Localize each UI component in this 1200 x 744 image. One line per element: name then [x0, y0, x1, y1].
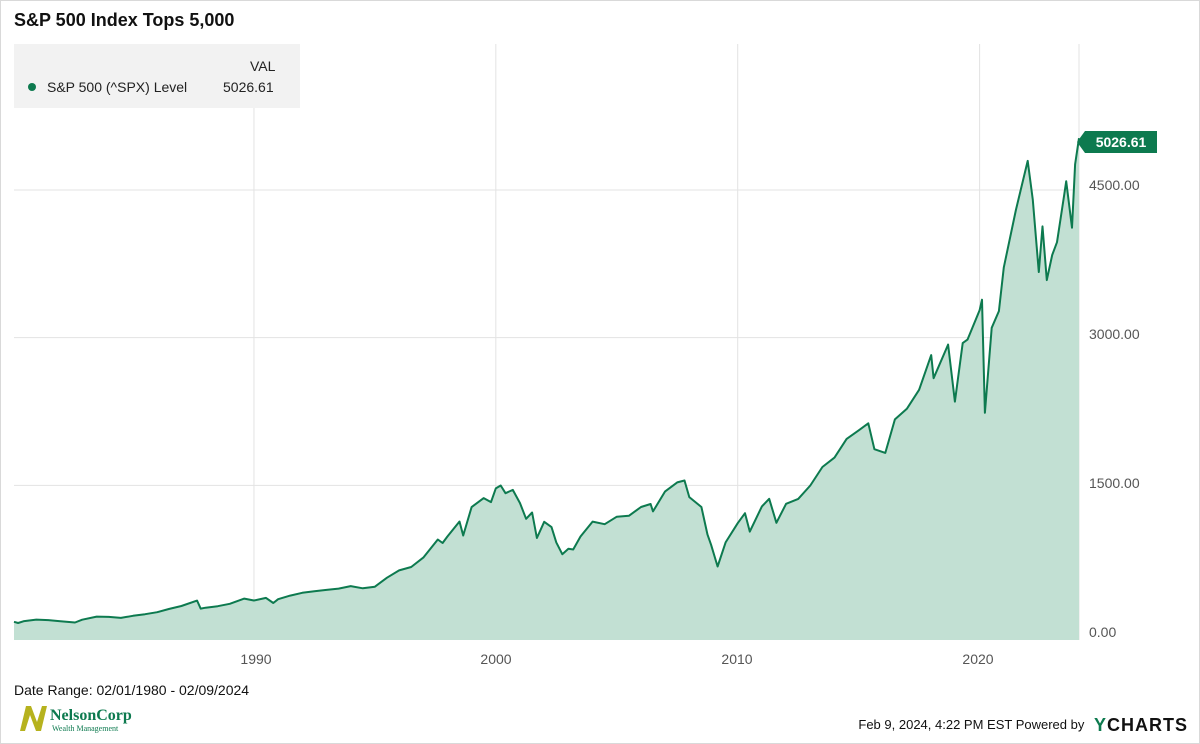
- ycharts-logo[interactable]: YCHARTS: [1093, 715, 1188, 735]
- y-tick-label: 4500.00: [1089, 177, 1140, 193]
- x-tick-label: 2020: [962, 651, 994, 667]
- legend-column-header: VAL: [250, 58, 276, 74]
- legend-series-value: 5026.61: [223, 79, 274, 95]
- legend-marker: [28, 83, 36, 91]
- footer: Feb 9, 2024, 4:22 PM EST Powered by YCHA…: [858, 715, 1188, 736]
- nelsoncorp-logo: NelsonCorp Wealth Management: [20, 706, 132, 733]
- last-value-tag: 5026.61: [1077, 131, 1157, 153]
- y-tick-label: 1500.00: [1089, 475, 1140, 491]
- date-range: Date Range: 02/01/1980 - 02/09/2024: [14, 682, 250, 698]
- y-tick-label: 0.00: [1089, 624, 1117, 640]
- legend-series-name[interactable]: S&P 500 (^SPX) Level: [47, 79, 188, 95]
- x-tick-label: 2010: [721, 651, 753, 667]
- chart-title: S&P 500 Index Tops 5,000: [14, 10, 235, 30]
- footer-powered-by: Powered by: [1015, 717, 1085, 732]
- x-tick-label: 1990: [240, 651, 272, 667]
- x-tick-label: 2000: [480, 651, 512, 667]
- logo-name: NelsonCorp: [50, 707, 132, 724]
- series-area: [14, 138, 1079, 640]
- logo-tagline: Wealth Management: [52, 724, 119, 733]
- series-line: [13, 138, 1080, 624]
- footer-timestamp: Feb 9, 2024, 4:22 PM EST: [858, 717, 1013, 732]
- y-tick-label: 3000.00: [1089, 326, 1140, 342]
- legend: [14, 44, 300, 108]
